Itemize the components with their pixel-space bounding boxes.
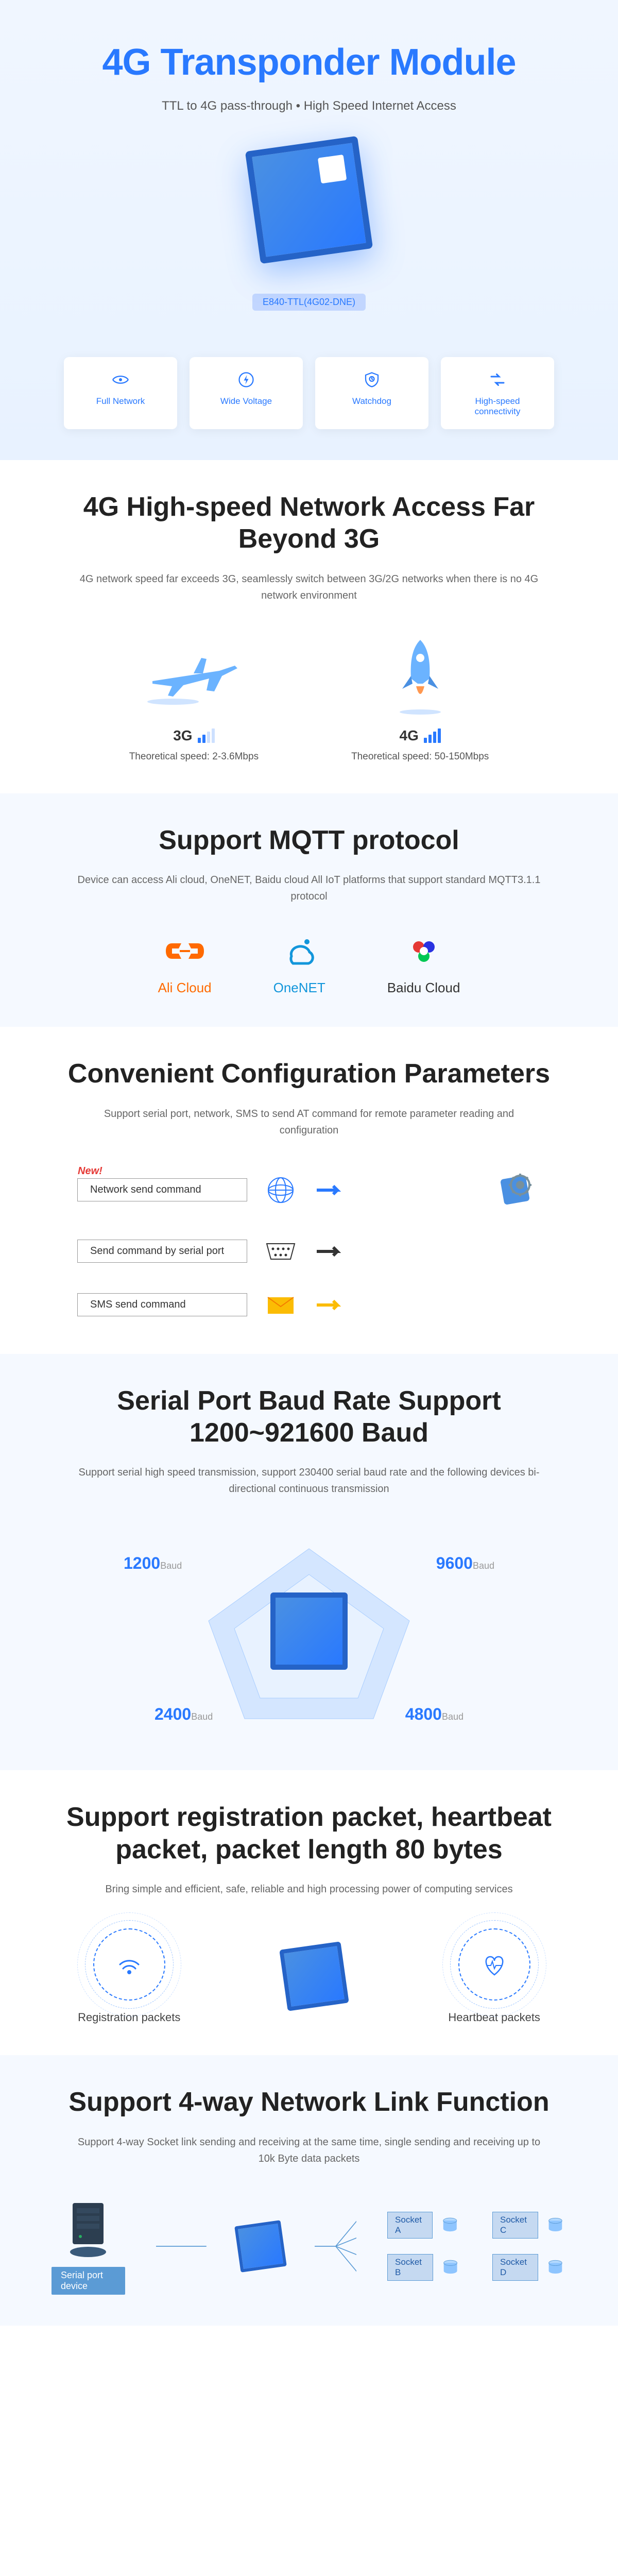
module-center-image	[270, 1592, 348, 1670]
config-box: New! Network send command	[77, 1178, 247, 1201]
fanout-lines-icon	[315, 2205, 357, 2287]
feature-card-full-network: Full Network	[64, 357, 177, 429]
module-product-image	[237, 139, 381, 283]
model-label: E840-TTL(4G02-DNE)	[252, 294, 366, 311]
signal-bars-icon	[424, 728, 441, 743]
feature-card-wide-voltage: Wide Voltage	[190, 357, 303, 429]
db9-icon	[263, 1233, 299, 1269]
config-box: SMS send command	[77, 1293, 247, 1316]
socket-b: Socket B	[387, 2254, 461, 2281]
feature-card-label: Wide Voltage	[220, 396, 272, 406]
mqtt-label: Baidu Cloud	[387, 980, 460, 996]
connection-lines-icon	[156, 2236, 207, 2257]
rocket-icon	[351, 635, 489, 717]
hero-section: 4G Transponder Module TTL to 4G pass-thr…	[0, 0, 618, 460]
4g-speed-text: Theoretical speed: 50-150Mbps	[351, 751, 489, 762]
network-section: Support 4-way Network Link Function Supp…	[0, 2055, 618, 2325]
full-network-icon	[110, 369, 131, 390]
mqtt-section: Support MQTT protocol Device can access …	[0, 793, 618, 1027]
mqtt-ali-cloud: Ali Cloud	[158, 930, 212, 996]
config-desc: Support serial port, network, SMS to sen…	[77, 1106, 541, 1139]
baud-rate-4800: 4800Baud	[405, 1705, 464, 1724]
feature-card-label: Watchdog	[352, 396, 391, 406]
hero-title: 4G Transponder Module	[31, 41, 587, 83]
arrow-icon	[314, 1182, 345, 1198]
serial-port-device: Serial port device	[52, 2198, 125, 2295]
signal-bars-icon	[198, 728, 215, 743]
watchdog-icon	[362, 369, 382, 390]
new-badge: New!	[78, 1165, 102, 1177]
baud-rate-9600: 9600Baud	[436, 1554, 494, 1573]
config-section: Convenient Configuration Parameters Supp…	[0, 1027, 618, 1353]
config-title: Convenient Configuration Parameters	[52, 1058, 566, 1090]
socket-c: Socket C	[492, 2212, 566, 2239]
mqtt-baidu-cloud: Baidu Cloud	[387, 930, 460, 996]
cloud-db-icon	[439, 2255, 461, 2280]
server-label: Serial port device	[52, 2267, 125, 2295]
3g-speed-text: Theoretical speed: 2-3.6Mbps	[129, 751, 259, 762]
feature-card-label: Full Network	[96, 396, 145, 406]
config-box: Send command by serial port	[77, 1240, 247, 1263]
arrow-icon	[314, 1297, 345, 1313]
airplane-icon	[129, 635, 259, 717]
packet-title: Support registration packet, heartbeat p…	[52, 1801, 566, 1866]
feature-card-label: High-speed connectivity	[451, 396, 544, 417]
config-row-sms: SMS send command	[77, 1287, 541, 1323]
feature-card-watchdog: Watchdog	[315, 357, 428, 429]
arrow-icon	[314, 1244, 345, 1259]
speed-desc: 4G network speed far exceeds 3G, seamles…	[77, 571, 541, 604]
wifi-signal-icon	[93, 1928, 165, 2001]
module-chip-icon	[237, 2223, 284, 2269]
baud-section: Serial Port Baud Rate Support 1200~92160…	[0, 1354, 618, 1771]
feature-cards-row: Full Network Wide Voltage Watchdog High-…	[31, 357, 587, 429]
sockets-grid: Socket A Socket C Socket B Socket D	[387, 2212, 566, 2281]
hero-subtitle: TTL to 4G pass-through • High Speed Inte…	[31, 99, 587, 113]
mqtt-title: Support MQTT protocol	[52, 824, 566, 856]
speed-4g-column: 4G Theoretical speed: 50-150Mbps	[351, 635, 489, 762]
baud-desc: Support serial high speed transmission, …	[77, 1464, 541, 1497]
module-center-icon	[283, 1945, 345, 2007]
ali-cloud-icon	[164, 930, 205, 972]
wide-voltage-icon	[236, 369, 256, 390]
gear-module-icon	[489, 1164, 541, 1216]
speed-title: 4G High-speed Network Access Far Beyond …	[52, 491, 566, 555]
registration-packet: Registration packets	[78, 1928, 180, 2024]
speed-3g-column: 3G Theoretical speed: 2-3.6Mbps	[129, 635, 259, 762]
network-desc: Support 4-way Socket link sending and re…	[77, 2134, 541, 2167]
socket-a: Socket A	[387, 2212, 461, 2239]
4g-label: 4G	[400, 727, 419, 744]
socket-d: Socket D	[492, 2254, 566, 2281]
packet-section: Support registration packet, heartbeat p…	[0, 1770, 618, 2055]
server-icon	[62, 2198, 114, 2260]
speed-section: 4G High-speed Network Access Far Beyond …	[0, 460, 618, 793]
mqtt-desc: Device can access Ali cloud, OneNET, Bai…	[77, 872, 541, 905]
cloud-db-icon	[544, 2255, 566, 2280]
onenet-icon	[279, 930, 320, 972]
baud-rate-2400: 2400Baud	[154, 1705, 213, 1724]
baud-rate-1200: 1200Baud	[124, 1554, 182, 1573]
config-row-network: New! Network send command	[77, 1164, 541, 1216]
mail-icon	[263, 1287, 299, 1323]
high-speed-icon	[487, 369, 508, 390]
heartbeat-packet: Heartbeat packets	[448, 1928, 540, 2024]
heartbeat-icon	[458, 1928, 530, 2001]
feature-card-high-speed: High-speed connectivity	[441, 357, 554, 429]
packet-desc: Bring simple and efficient, safe, reliab…	[77, 1881, 541, 1897]
3g-label: 3G	[173, 727, 192, 744]
cloud-db-icon	[544, 2212, 566, 2238]
baud-title: Serial Port Baud Rate Support 1200~92160…	[52, 1385, 566, 1449]
cloud-db-icon	[439, 2212, 461, 2238]
config-row-serial: Send command by serial port	[77, 1233, 541, 1269]
network-title: Support 4-way Network Link Function	[52, 2086, 566, 2118]
baidu-cloud-icon	[403, 930, 444, 972]
mqtt-onenet: OneNET	[273, 930, 325, 996]
mqtt-label: Ali Cloud	[158, 980, 212, 996]
globe-icon	[263, 1172, 299, 1208]
mqtt-label: OneNET	[273, 980, 325, 996]
